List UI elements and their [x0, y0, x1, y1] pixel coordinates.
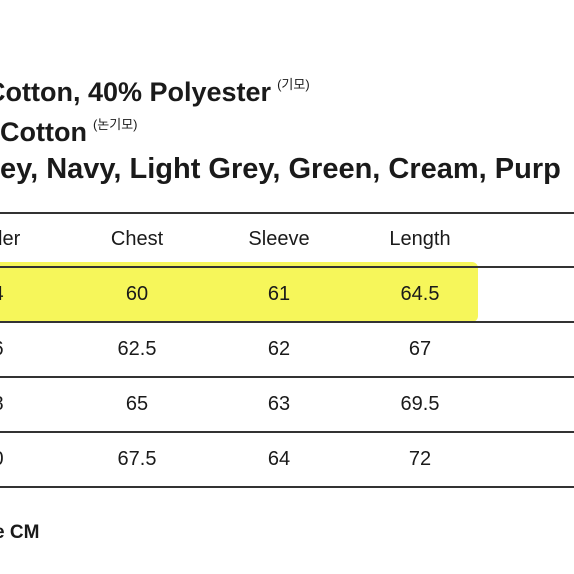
header-cell: Length — [389, 228, 451, 250]
table-cell: 69.5 — [400, 393, 440, 415]
table-cell: 62 — [267, 338, 291, 360]
material-line: Cotton, 40% Polyester (기모) — [0, 74, 310, 108]
material-text: Cotton — [0, 117, 87, 147]
table-cell: 8 — [0, 393, 58, 416]
table-cell: 63 — [267, 393, 291, 415]
table-cell: 6 — [0, 338, 58, 361]
table-cell: 64 — [267, 448, 291, 470]
material-text: Cotton, 40% Polyester — [0, 77, 272, 107]
material-note: (논기모) — [92, 117, 138, 132]
rule — [0, 376, 574, 378]
rule — [0, 486, 574, 488]
table-cell: 67.5 — [117, 448, 157, 470]
unit-note: e CM — [0, 522, 40, 543]
colors-line: ey, Navy, Light Grey, Green, Cream, Purp — [0, 153, 561, 185]
header-cell: Sleeve — [248, 228, 310, 250]
rule — [0, 212, 574, 214]
table-cell: 0 — [0, 448, 58, 471]
table-cell: 72 — [408, 448, 432, 470]
rule — [0, 431, 574, 433]
table-cell: 62.5 — [117, 338, 157, 360]
table-cell: 61 — [267, 283, 291, 305]
highlight — [0, 262, 478, 322]
header-cell: Chest — [110, 228, 164, 250]
rule — [0, 266, 574, 268]
table-cell: 67 — [408, 338, 432, 360]
material-note: (기모) — [277, 77, 310, 92]
header-cell: ulder — [0, 228, 21, 250]
material-line: Cotton (논기모) — [0, 114, 138, 148]
rule — [0, 321, 574, 323]
table-cell: 65 — [125, 393, 149, 415]
table-cell: 64.5 — [400, 283, 440, 305]
table-cell: 4 — [0, 283, 58, 306]
table-cell: 60 — [125, 283, 149, 305]
